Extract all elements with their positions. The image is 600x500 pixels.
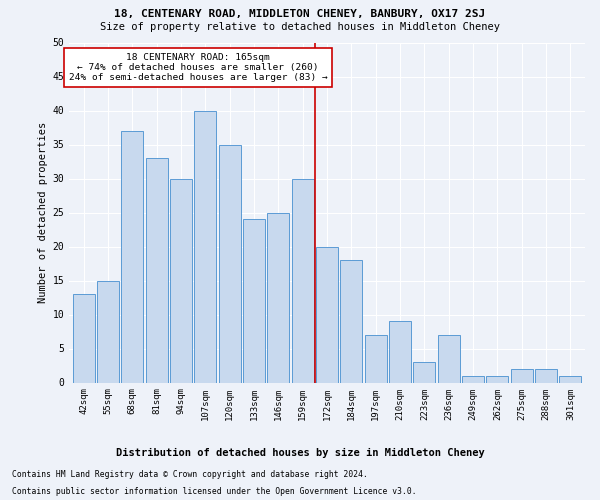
Bar xyxy=(559,376,581,382)
Bar xyxy=(438,335,460,382)
Bar xyxy=(365,335,386,382)
Bar xyxy=(243,220,265,382)
Text: Contains public sector information licensed under the Open Government Licence v3: Contains public sector information licen… xyxy=(12,487,416,496)
Bar xyxy=(316,246,338,382)
Bar xyxy=(268,212,289,382)
Text: 18, CENTENARY ROAD, MIDDLETON CHENEY, BANBURY, OX17 2SJ: 18, CENTENARY ROAD, MIDDLETON CHENEY, BA… xyxy=(115,9,485,19)
Text: 18 CENTENARY ROAD: 165sqm
← 74% of detached houses are smaller (260)
24% of semi: 18 CENTENARY ROAD: 165sqm ← 74% of detac… xyxy=(68,52,328,82)
Bar xyxy=(389,322,411,382)
Y-axis label: Number of detached properties: Number of detached properties xyxy=(38,122,48,303)
Text: Distribution of detached houses by size in Middleton Cheney: Distribution of detached houses by size … xyxy=(116,448,484,458)
Bar xyxy=(97,280,119,382)
Bar xyxy=(413,362,436,382)
Bar xyxy=(194,110,216,382)
Bar xyxy=(170,178,192,382)
Text: Size of property relative to detached houses in Middleton Cheney: Size of property relative to detached ho… xyxy=(100,22,500,32)
Bar xyxy=(292,178,314,382)
Bar xyxy=(511,369,533,382)
Bar xyxy=(462,376,484,382)
Bar xyxy=(340,260,362,382)
Bar xyxy=(535,369,557,382)
Bar xyxy=(146,158,167,382)
Bar xyxy=(218,144,241,382)
Bar xyxy=(73,294,95,382)
Bar xyxy=(121,131,143,382)
Text: Contains HM Land Registry data © Crown copyright and database right 2024.: Contains HM Land Registry data © Crown c… xyxy=(12,470,368,479)
Bar xyxy=(487,376,508,382)
